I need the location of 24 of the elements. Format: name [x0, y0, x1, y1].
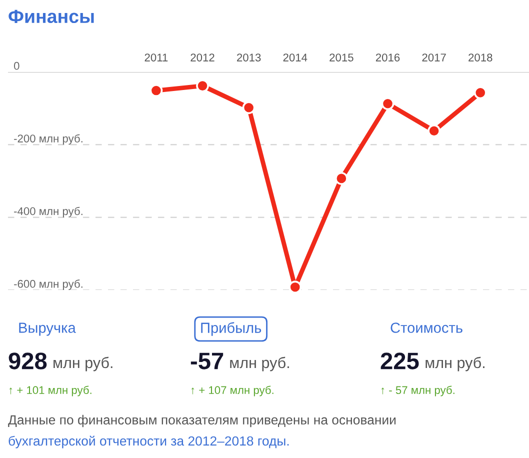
y-tick-label: 0	[14, 62, 20, 70]
x-tick-label: 2015	[330, 54, 354, 62]
x-tick-label: 2017	[422, 54, 446, 62]
text: 225 млн руб.	[380, 352, 484, 372]
y-tick-label: -600 млн руб.	[14, 280, 82, 290]
text: Данные по финансовым показателям приведены на основании	[8, 414, 396, 428]
text: ↑ - 57 млн руб.	[381, 386, 454, 396]
text: ↑ + 107 млн руб.	[191, 386, 274, 396]
x-tick-label: 2012	[190, 54, 214, 62]
x-tick-label: 2011	[144, 54, 168, 62]
y-tick-label: -200 млн руб.	[14, 134, 82, 145]
text: Стоимость	[390, 322, 462, 333]
x-tick-label: 2016	[376, 54, 400, 62]
text: бухгалтерской отчетности за 2012–2018 годы.	[8, 436, 289, 448]
x-tick-label: 2018	[468, 54, 492, 62]
x-tick-label: 2013	[237, 54, 261, 62]
y-tick-label: -400 млн руб.	[14, 206, 82, 218]
text: Выручка	[19, 322, 76, 336]
text: ↑ + 101 млн руб.	[9, 386, 92, 396]
text: 928 млн руб.	[8, 352, 112, 372]
text: -57 млн руб.	[190, 352, 289, 372]
chart-title: Финансы	[8, 10, 94, 24]
text: Прибыль	[201, 322, 262, 336]
x-tick-label: 2014	[283, 54, 308, 62]
